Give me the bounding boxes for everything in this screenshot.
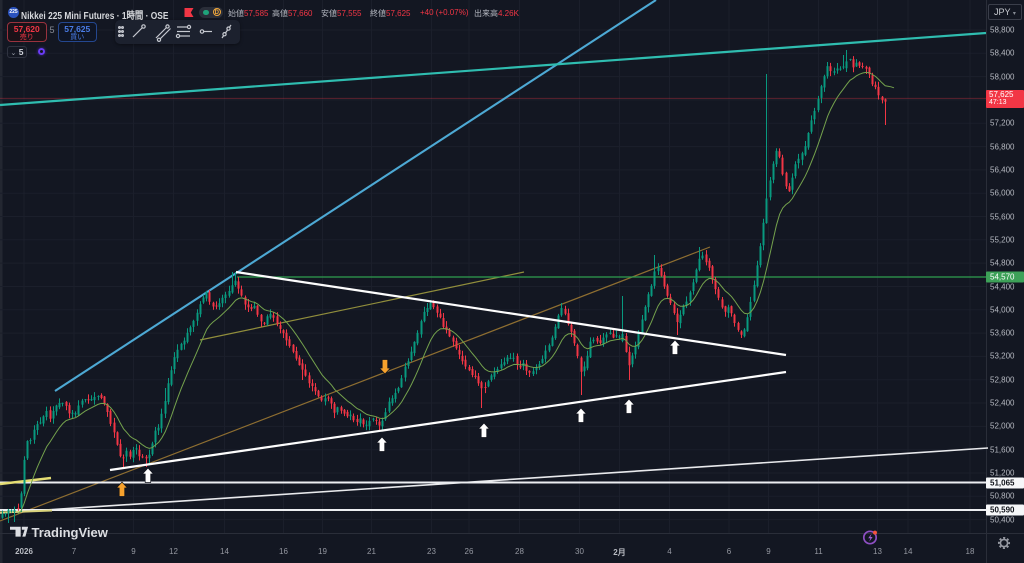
svg-text:TradingView: TradingView: [32, 525, 109, 540]
